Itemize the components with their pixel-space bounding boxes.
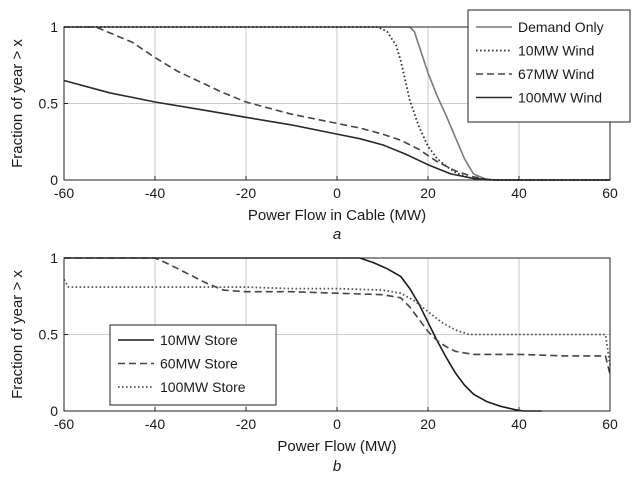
x-tick-label: -40	[145, 416, 165, 432]
x-tick-label: 0	[333, 185, 341, 201]
panel-label: b	[333, 458, 341, 475]
x-tick-label: 0	[333, 416, 341, 432]
x-tick-label: -20	[236, 416, 256, 432]
y-tick-label: 0.5	[39, 96, 59, 112]
x-tick-label: -20	[236, 185, 256, 201]
x-tick-label: 40	[511, 185, 527, 201]
y-tick-label: 0	[50, 403, 58, 419]
x-axis-label: Power Flow in Cable (MW)	[248, 207, 426, 224]
y-tick-label: 1	[50, 19, 58, 35]
panel-label: a	[333, 226, 341, 243]
x-tick-label: 60	[602, 185, 618, 201]
y-axis-label: Fraction of year > x	[9, 39, 26, 168]
legend-entry-label: Demand Only	[518, 19, 604, 35]
legend: 10MW Store 60MW Store 100MW Store	[110, 325, 276, 405]
y-tick-label: 0	[50, 172, 58, 188]
x-tick-label: 60	[602, 416, 618, 432]
x-tick-label: 20	[420, 416, 436, 432]
x-tick-label: -40	[145, 185, 165, 201]
y-tick-label: 1	[50, 250, 58, 266]
x-axis-label: Power Flow (MW)	[277, 438, 396, 455]
x-tick-label: 20	[420, 185, 436, 201]
legend-entry-label: 100MW Store	[160, 379, 246, 395]
legend-entry-label: 67MW Wind	[518, 66, 594, 82]
x-tick-label: 40	[511, 416, 527, 432]
legend-entry-label: 10MW Store	[160, 332, 238, 348]
legend-entry-label: 100MW Wind	[518, 90, 602, 106]
legend-entry-label: 60MW Store	[160, 356, 238, 372]
legend: Demand Only 10MW Wind 67MW Wind 100MW Wind	[468, 10, 630, 122]
legend-entry-label: 10MW Wind	[518, 43, 594, 59]
y-axis-label: Fraction of year > x	[9, 270, 26, 399]
y-tick-label: 0.5	[39, 327, 59, 343]
